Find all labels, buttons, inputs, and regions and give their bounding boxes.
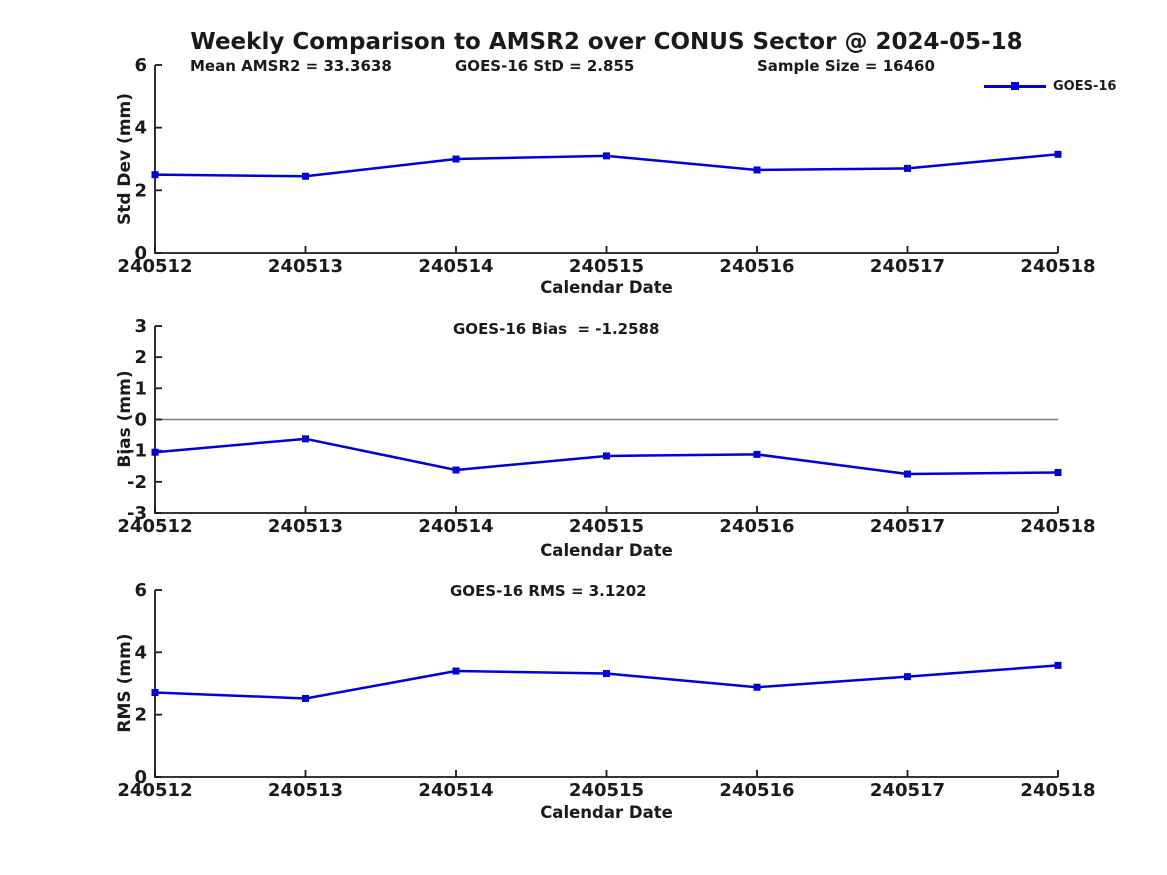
- data-point-marker: [151, 689, 159, 697]
- y-tick-label: 6: [134, 580, 147, 601]
- data-point-marker: [753, 450, 761, 458]
- x-tick-label: 240512: [117, 780, 192, 801]
- y-tick-label: -2: [127, 472, 147, 493]
- y-tick-label: 2: [134, 705, 147, 726]
- legend-label: GOES-16: [1053, 78, 1117, 94]
- x-tick-label: 240517: [870, 256, 945, 277]
- x-tick-label: 240516: [719, 256, 794, 277]
- data-point-marker: [452, 667, 460, 675]
- y-axis-label-rms: RMS (mm): [115, 633, 135, 733]
- x-tick-label: 240513: [268, 256, 343, 277]
- legend-line-sample-icon: [984, 82, 1046, 90]
- x-tick-label: 240514: [418, 256, 493, 277]
- y-tick-label: 0: [134, 243, 147, 264]
- data-point-marker: [151, 171, 159, 179]
- y-tick-label: 4: [134, 642, 147, 663]
- y-tick-label: 0: [134, 767, 147, 788]
- x-tick-label: 240518: [1020, 516, 1095, 537]
- axis-spines: [154, 590, 1058, 778]
- x-tick-label: 240516: [719, 780, 794, 801]
- x-tick-label: 240515: [569, 516, 644, 537]
- data-point-marker: [753, 166, 761, 174]
- x-tick-label: 240512: [117, 516, 192, 537]
- data-point-marker: [452, 466, 460, 474]
- data-point-marker: [1054, 468, 1062, 476]
- data-point-marker: [452, 155, 460, 163]
- data-point-marker: [603, 452, 610, 460]
- y-axis-label-bias: Bias (mm): [115, 370, 135, 468]
- data-point-marker: [302, 435, 309, 443]
- x-tick-label: 240516: [719, 516, 794, 537]
- y-tick-label: 1: [134, 378, 147, 399]
- y-tick-label: 0: [134, 410, 147, 431]
- legend: GOES-16: [984, 78, 1117, 94]
- data-point-marker: [904, 673, 911, 681]
- annotation-goes16-rms: GOES-16 RMS = 3.1202: [450, 582, 647, 600]
- data-point-marker: [1054, 150, 1062, 158]
- data-point-marker: [753, 683, 761, 691]
- x-tick-label: 240514: [418, 516, 493, 537]
- x-tick-label: 240518: [1020, 780, 1095, 801]
- y-tick-label: 2: [134, 180, 147, 201]
- data-point-marker: [302, 172, 309, 180]
- data-point-marker: [302, 694, 309, 702]
- annotation-mean-amsr2: Mean AMSR2 = 33.3638: [190, 57, 392, 75]
- y-tick-label: 6: [134, 55, 147, 76]
- x-tick-label: 240513: [268, 516, 343, 537]
- annotation-goes16-bias: GOES-16 Bias = -1.2588: [453, 320, 660, 338]
- x-tick-label: 240513: [268, 780, 343, 801]
- data-point-marker: [603, 152, 610, 160]
- data-point-marker: [603, 670, 610, 678]
- data-point-marker: [1054, 661, 1062, 669]
- y-tick-label: 2: [134, 347, 147, 368]
- x-tick-label: 240518: [1020, 256, 1095, 277]
- x-tick-label: 240512: [117, 256, 192, 277]
- x-axis-label-2: Calendar Date: [540, 541, 673, 560]
- annotation-sample-size: Sample Size = 16460: [757, 57, 935, 75]
- x-tick-label: 240517: [870, 516, 945, 537]
- y-axis-label-stddev: Std Dev (mm): [115, 92, 135, 226]
- y-tick-label: -3: [127, 503, 147, 524]
- chart-title: Weekly Comparison to AMSR2 over CONUS Se…: [190, 29, 1023, 55]
- y-tick-label: 3: [134, 316, 147, 337]
- x-tick-label: 240517: [870, 780, 945, 801]
- data-point-marker: [904, 470, 911, 478]
- x-axis-label-1: Calendar Date: [540, 278, 673, 297]
- data-point-marker: [151, 448, 159, 456]
- y-tick-label: -1: [127, 441, 147, 462]
- x-tick-label: 240515: [569, 256, 644, 277]
- x-tick-label: 240514: [418, 780, 493, 801]
- x-tick-label: 240515: [569, 780, 644, 801]
- data-point-marker: [904, 164, 911, 172]
- x-axis-label-3: Calendar Date: [540, 803, 673, 822]
- legend-square-marker-icon: [1011, 82, 1019, 90]
- annotation-goes16-std: GOES-16 StD = 2.855: [455, 57, 635, 75]
- y-tick-label: 4: [134, 118, 147, 139]
